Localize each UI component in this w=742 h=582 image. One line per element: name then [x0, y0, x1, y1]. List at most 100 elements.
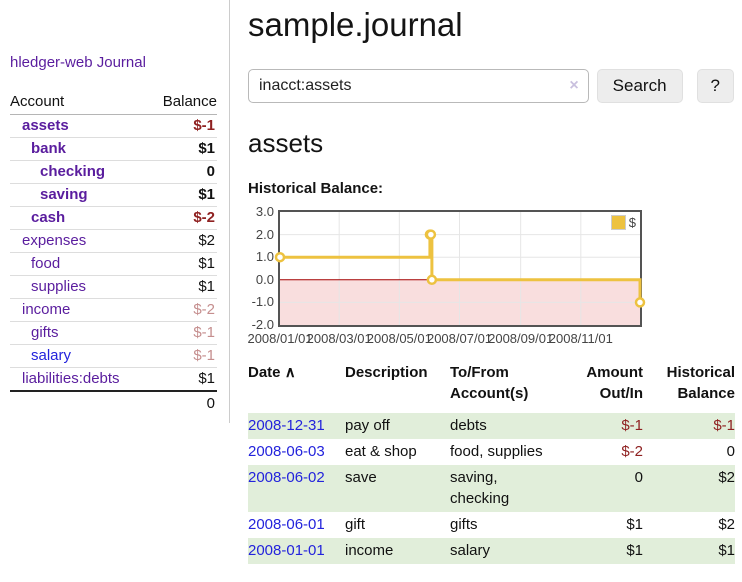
account-link[interactable]: expenses — [22, 232, 87, 249]
balance-amount: $2 — [198, 232, 215, 249]
account-link[interactable]: supplies — [31, 278, 87, 295]
date-cell: 2008-06-02 — [248, 465, 345, 512]
amount-value: $-1 — [621, 417, 643, 434]
description-cell: income — [345, 542, 394, 559]
historical-balance-cell: $2 — [643, 512, 735, 538]
account-link[interactable]: assets — [22, 117, 69, 134]
account-cell: assets — [10, 114, 149, 138]
chart-plot-area: $ — [274, 210, 646, 327]
legend-label: $ — [628, 215, 636, 230]
account-link[interactable]: checking — [40, 163, 106, 180]
accounts-cell: food, supplies — [450, 443, 543, 460]
account-link[interactable]: liabilities:debts — [22, 370, 120, 387]
x-axis-tick-label: 2008/03/01 — [306, 331, 372, 346]
balance-amount: $-1 — [193, 324, 215, 341]
amount-value: $1 — [626, 542, 643, 559]
accounts-total-row: 0 — [10, 390, 217, 415]
amount-cell: 0 — [560, 465, 643, 512]
search-input[interactable] — [248, 69, 589, 103]
register-table: Date ∧ Description To/From Account(s) Am… — [248, 361, 735, 564]
legend-swatch-icon — [610, 215, 626, 230]
accounts-cell: saving, checking — [450, 469, 510, 507]
account-link[interactable]: bank — [31, 140, 67, 157]
date-cell: 2008-01-01 — [248, 538, 345, 564]
register-row: 2008-06-03 eat & shop food, supplies $-2 0 — [248, 439, 735, 465]
balance-amount: $-2 — [193, 209, 215, 226]
account-cell: liabilities:debts — [10, 367, 149, 392]
account-cell: bank — [10, 137, 149, 161]
balance-value: $-2 — [148, 206, 217, 230]
balance-amount: $1 — [198, 278, 215, 295]
sort-ascending-icon: ∧ — [284, 364, 296, 381]
balance-value: $-2 — [148, 298, 217, 322]
sidebar-account-row: income $-2 — [10, 298, 217, 322]
app-title-link[interactable]: hledger-web — [10, 54, 93, 71]
amount-value: $1 — [626, 516, 643, 533]
balance-amount: $1 — [198, 370, 215, 387]
historical-balance-value: 0 — [726, 443, 735, 460]
x-axis-tick-label: 2008/07/01 — [426, 331, 493, 346]
x-axis-tick-label: 2008/01/01 — [247, 331, 313, 346]
balance-value: $1 — [148, 137, 217, 161]
account-cell: checking — [10, 160, 149, 184]
search-button[interactable]: Search — [596, 69, 683, 103]
register-header-date[interactable]: Date ∧ — [248, 361, 345, 413]
sidebar-account-row: supplies $1 — [10, 275, 217, 299]
accounts-header-account: Account — [10, 91, 149, 115]
register-row: 2008-06-01 gift gifts $1 $2 — [248, 512, 735, 538]
date-link[interactable]: 2008-12-31 — [248, 417, 325, 434]
balance-amount: 0 — [206, 163, 215, 180]
balance-amount: $-1 — [193, 347, 215, 364]
x-axis-tick-label: 2008/05/01 — [366, 331, 432, 346]
register-row: 2008-06-02 save saving, checking 0 $2 — [248, 465, 735, 512]
search-form: × Search ? — [248, 69, 734, 103]
account-cell: gifts — [10, 321, 149, 345]
amount-cell: $-1 — [560, 413, 643, 439]
date-link[interactable]: 2008-06-02 — [248, 469, 325, 486]
account-cell: salary — [10, 344, 149, 368]
accounts-cell: salary — [450, 542, 491, 559]
y-axis-tick-label: 3.0 — [255, 204, 274, 219]
sidebar: hledger-web Journal Account Balance asse… — [0, 0, 230, 423]
register-header-row: Date ∧ Description To/From Account(s) Am… — [248, 361, 735, 413]
accounts-header-balance: Balance — [148, 91, 217, 115]
account-link[interactable]: cash — [31, 209, 66, 226]
amount-value: 0 — [634, 469, 643, 486]
balance-amount: $-2 — [193, 301, 215, 318]
y-axis-tick-label: 0.0 — [255, 271, 274, 287]
register-row: 2008-01-01 income salary $1 $1 — [248, 538, 735, 564]
register-header-accounts: To/From Account(s) — [450, 364, 529, 402]
balance-amount: $-1 — [193, 117, 215, 134]
sidebar-account-row: checking 0 — [10, 160, 217, 184]
account-link[interactable]: salary — [31, 347, 72, 364]
chart-canvas — [274, 212, 646, 325]
account-link[interactable]: income — [22, 301, 71, 318]
chart-heading: Historical Balance: — [248, 180, 384, 197]
sidebar-account-row: cash $-2 — [10, 206, 217, 230]
account-cell: food — [10, 252, 149, 276]
accounts-cell: debts — [450, 417, 487, 434]
account-link[interactable]: gifts — [31, 324, 59, 341]
description-cell: eat & shop — [345, 443, 417, 460]
historical-balance-cell: $-1 — [643, 413, 735, 439]
x-axis-tick-label: 2008/09/01 — [488, 331, 554, 346]
amount-cell: $1 — [560, 538, 643, 564]
balance-value: $1 — [148, 183, 217, 207]
main-content: sample.journal × Search ? assets Histori… — [231, 0, 742, 564]
date-link[interactable]: 2008-06-01 — [248, 516, 325, 533]
clear-search-icon[interactable]: × — [569, 77, 579, 94]
register-header-balance: Historical Balance — [666, 364, 735, 402]
balance-value: $1 — [148, 275, 217, 299]
date-link[interactable]: 2008-01-01 — [248, 542, 325, 559]
historical-balance-chart: $ 3.0 2.0 1.0 0.0 -1.0 -2.0 2008/01/01 2008/03/… — [247, 204, 734, 347]
account-link[interactable]: food — [31, 255, 61, 272]
help-button[interactable]: ? — [696, 69, 734, 103]
account-link[interactable]: saving — [40, 186, 88, 203]
register-header-date-label: Date — [248, 364, 281, 381]
date-link[interactable]: 2008-06-03 — [248, 443, 325, 460]
x-axis-tick-label: 2008/11/01 — [548, 331, 613, 346]
sidebar-item-journal[interactable]: Journal — [96, 54, 146, 71]
sidebar-account-row: salary $-1 — [10, 344, 217, 368]
register-header-amount: Amount Out/In — [586, 364, 643, 402]
balance-value: $2 — [148, 229, 217, 253]
